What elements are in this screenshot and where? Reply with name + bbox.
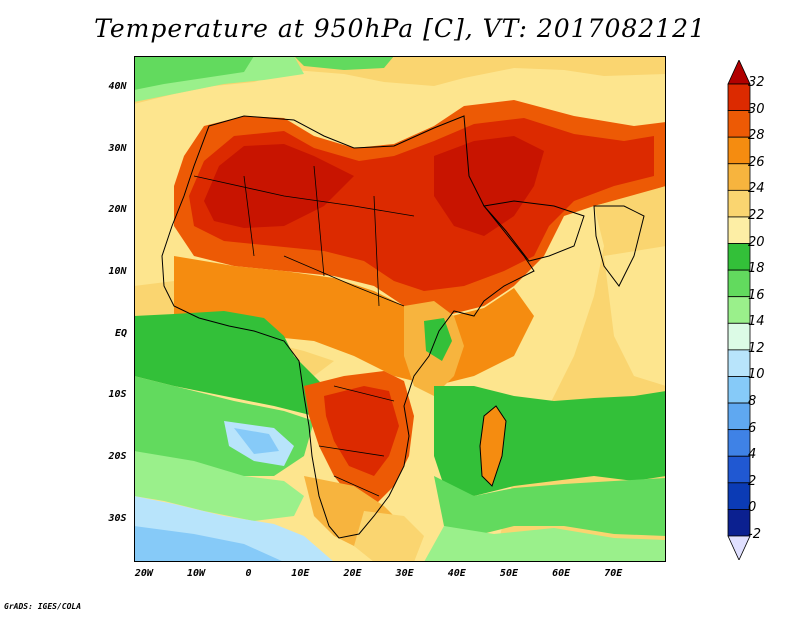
colorbar-label: 28	[748, 128, 765, 144]
colorbar-top-arrow	[727, 60, 751, 85]
colorbar-label: 2	[748, 473, 757, 489]
lon-tick-label: 20W	[134, 568, 153, 579]
lat-tick-label: 20S	[108, 451, 127, 463]
colorbar-label: 24	[748, 181, 765, 197]
colorbar-label: -2	[748, 527, 761, 542]
colorbar-label: 22	[748, 207, 765, 223]
colorbar-swatch	[727, 376, 751, 404]
lon-tick-label: 10W	[186, 568, 206, 579]
credit-text: GrADS: IGES/COLA	[4, 602, 82, 611]
colorbar-swatch	[727, 509, 751, 537]
madagascar-coastline	[479, 405, 507, 487]
colorbar-swatch	[727, 429, 751, 457]
colorbar-swatch	[727, 482, 751, 510]
lon-tick-label: 0	[245, 568, 252, 579]
colorbar-swatch	[727, 189, 751, 218]
lat-tick-label: 20N	[108, 204, 127, 216]
lon-tick-label: 30E	[395, 568, 414, 579]
lon-tick-label: 60E	[552, 568, 571, 579]
colorbar-swatch	[727, 136, 751, 165]
lon-tick-label: 50E	[499, 568, 518, 579]
colorbar-label: 12	[748, 340, 765, 356]
lat-tick-label: 30S	[108, 512, 127, 524]
lon-tick-label: 20E	[343, 568, 362, 579]
lat-tick-label: 40N	[108, 80, 127, 92]
colorbar-swatch	[727, 349, 751, 377]
lon-tick-label: 70E	[604, 568, 623, 579]
colorbar-swatch	[727, 243, 751, 271]
colorbar-swatch	[727, 296, 751, 324]
arabia-coastline	[483, 200, 585, 262]
temperature-map	[134, 56, 666, 562]
lon-tick-label: 40E	[447, 568, 466, 579]
colorbar-label: 6	[748, 420, 757, 436]
colorbar-label: 14	[748, 314, 765, 330]
lon-tick-label: 10E	[291, 568, 310, 579]
colorbar-label: 4	[748, 447, 757, 463]
colorbar-swatch	[727, 402, 751, 431]
lat-tick-label: 10N	[108, 265, 127, 277]
colorbar-bottom-arrow	[727, 535, 751, 560]
colorbar-label: 26	[748, 154, 765, 170]
colorbar-label: 8	[748, 394, 757, 410]
colorbar-label: 18	[748, 261, 765, 277]
lat-tick-label: 30N	[108, 142, 127, 154]
colorbar-swatch	[727, 83, 751, 111]
colorbar-label: 32	[748, 75, 765, 90]
colorbar-swatch	[727, 269, 751, 298]
colorbar-label: 0	[748, 500, 757, 516]
lat-tick-label: 10S	[108, 389, 127, 401]
map-field	[134, 56, 666, 562]
india-coastline	[593, 205, 645, 287]
africa-coastline	[161, 115, 535, 539]
colorbar-swatch	[727, 163, 751, 191]
colorbar-swatch	[727, 110, 751, 138]
colorbar-label: 30	[748, 101, 765, 117]
country-borders	[193, 165, 415, 497]
colorbar-swatch	[727, 455, 751, 484]
colorbar-label: 10	[748, 367, 765, 383]
chart-title: Temperature at 950hPa [C], VT: 201708212…	[94, 14, 706, 43]
colorbar-swatch	[727, 216, 751, 244]
colorbar-label: 16	[748, 287, 765, 303]
colorbar-swatch	[727, 322, 751, 351]
colorbar-label: 20	[748, 234, 765, 250]
colorbar	[727, 60, 751, 560]
lat-tick-label: EQ	[115, 327, 128, 339]
